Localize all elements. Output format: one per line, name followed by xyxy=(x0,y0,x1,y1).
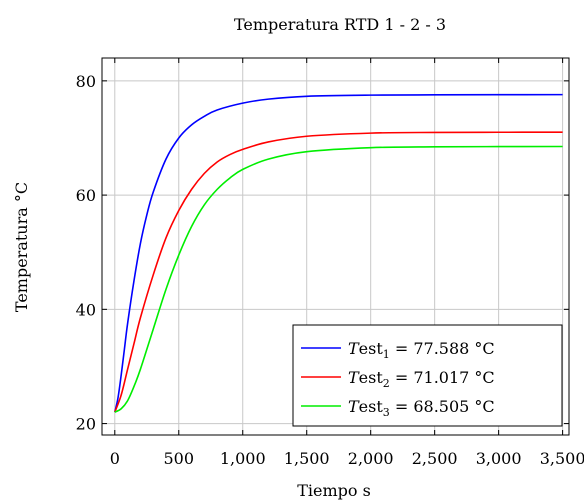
legend-entry-1: Test1 = 77.588 °C xyxy=(348,339,495,361)
ticks: 0 500 1,000 1,500 2,000 2,500 3,000 3,500 20 40 60… xyxy=(76,58,584,468)
y-tick-label: 80 xyxy=(76,72,96,91)
x-tick-label: 3,000 xyxy=(476,449,522,468)
y-tick-label: 20 xyxy=(76,415,96,434)
legend-box xyxy=(292,324,563,427)
series-line-2 xyxy=(114,131,563,413)
legend-entry-2: Test2 = 71.017 °C xyxy=(348,368,495,390)
legend-entry-3: Test3 = 68.505 °C xyxy=(348,397,495,419)
series-line-1 xyxy=(114,93,563,413)
x-tick-label: 2,500 xyxy=(412,449,458,468)
x-tick-label: 500 xyxy=(163,449,194,468)
x-tick-label: 2,000 xyxy=(348,449,394,468)
x-tick-label: 0 xyxy=(110,449,120,468)
y-axis-label: Temperatura °C xyxy=(12,182,31,312)
series-line-3 xyxy=(114,145,563,413)
y-tick-label: 40 xyxy=(76,300,96,319)
x-tick-label: 3,500 xyxy=(540,449,584,468)
x-tick-label: 1,000 xyxy=(220,449,266,468)
plot-frame xyxy=(101,57,570,436)
legend: Test1 = 77.588 °C Test2 = 71.017 °C Test3 … xyxy=(292,324,563,427)
x-axis-label: Tiempo s xyxy=(297,481,371,500)
x-tick-label: 1,500 xyxy=(284,449,330,468)
y-tick-label: 60 xyxy=(76,186,96,205)
chart-title: Temperatura RTD 1 - 2 - 3 xyxy=(234,15,446,34)
series-layer xyxy=(114,93,563,413)
